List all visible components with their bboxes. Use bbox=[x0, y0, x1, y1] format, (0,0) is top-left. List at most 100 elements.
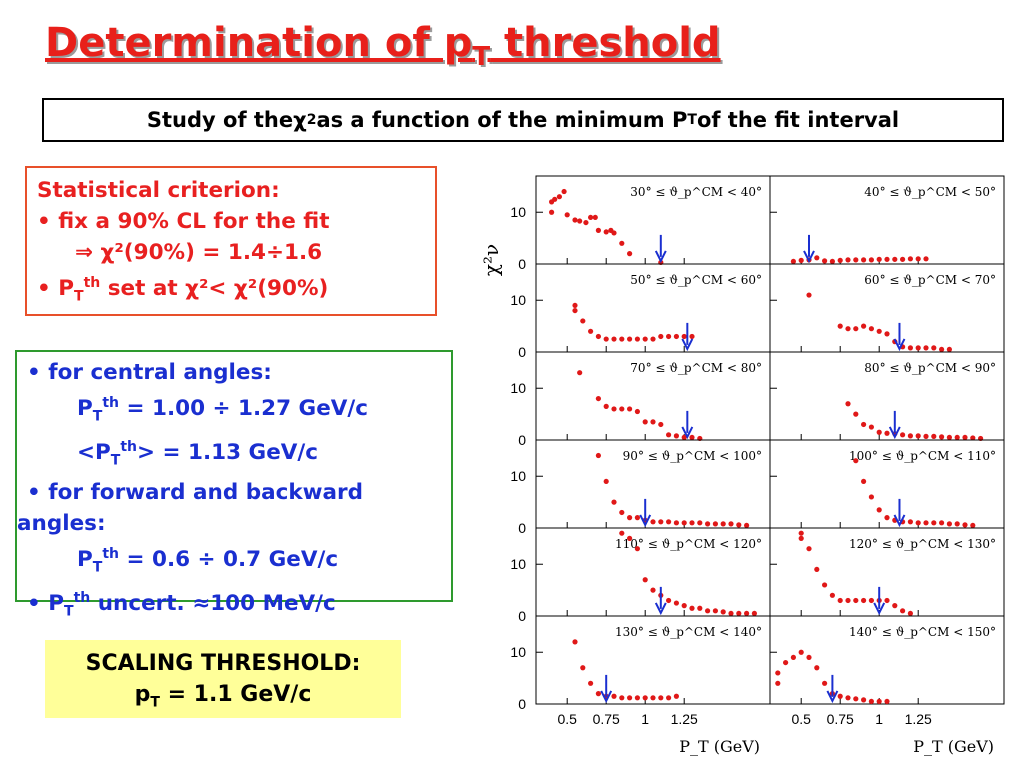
data-point bbox=[868, 257, 874, 263]
data-point bbox=[666, 432, 672, 438]
panel-label: 70° ≤ ϑ_p^CM < 80° bbox=[630, 361, 762, 375]
data-point bbox=[744, 522, 750, 529]
data-point bbox=[876, 507, 882, 513]
data-point bbox=[642, 336, 648, 342]
data-point bbox=[884, 430, 890, 436]
data-point bbox=[583, 219, 589, 226]
central-line-5: angles: bbox=[17, 510, 106, 536]
data-point bbox=[642, 695, 648, 701]
statistical-criterion-box: Statistical criterion: • fix a 90% CL fo… bbox=[25, 166, 437, 316]
threshold-arrow-head bbox=[681, 338, 694, 352]
data-point bbox=[627, 336, 633, 342]
data-point bbox=[712, 608, 718, 614]
data-point bbox=[595, 691, 601, 697]
data-point bbox=[658, 333, 664, 340]
x-tick-label: 0.5 bbox=[557, 711, 577, 727]
data-point bbox=[868, 597, 874, 604]
data-point bbox=[798, 535, 804, 541]
data-point bbox=[650, 587, 656, 593]
data-point bbox=[595, 333, 601, 340]
threshold-arrow-head bbox=[888, 426, 901, 440]
data-point bbox=[837, 257, 843, 263]
x-tick-label: 0.75 bbox=[593, 711, 620, 727]
data-point bbox=[790, 258, 796, 265]
data-point bbox=[673, 520, 679, 526]
data-point bbox=[806, 292, 812, 298]
data-point bbox=[689, 520, 695, 526]
data-point bbox=[588, 680, 594, 686]
data-point bbox=[666, 695, 672, 701]
scaling-line-2: pT = 1.1 GeV/c bbox=[134, 682, 312, 711]
data-point bbox=[592, 214, 598, 221]
data-point bbox=[970, 435, 976, 441]
data-point bbox=[837, 323, 843, 329]
x-tick-label: 0.5 bbox=[791, 711, 811, 727]
data-point bbox=[915, 345, 921, 351]
threshold-arrow-head bbox=[873, 602, 886, 616]
data-point bbox=[666, 333, 672, 340]
data-point bbox=[650, 519, 656, 525]
data-point bbox=[658, 421, 664, 428]
threshold-arrow-head bbox=[893, 338, 906, 352]
y-tick-label: 0 bbox=[518, 696, 526, 712]
data-point bbox=[845, 326, 851, 332]
data-point bbox=[868, 424, 874, 430]
stat-heading: Statistical criterion: bbox=[37, 178, 280, 203]
threshold-arrow-head bbox=[893, 514, 906, 528]
data-point bbox=[603, 336, 609, 342]
threshold-arrow-head bbox=[826, 690, 839, 704]
data-point bbox=[931, 345, 937, 351]
x-tick-label: 1.25 bbox=[671, 711, 698, 727]
x-axis-label: P_T (GeV) bbox=[679, 737, 760, 756]
data-point bbox=[705, 608, 711, 614]
data-point bbox=[845, 401, 851, 407]
data-point bbox=[673, 333, 679, 340]
data-point bbox=[588, 214, 594, 221]
data-point bbox=[907, 519, 913, 525]
data-point bbox=[595, 395, 601, 402]
data-point bbox=[775, 670, 781, 676]
panel-label: 30° ≤ ϑ_p^CM < 40° bbox=[630, 185, 762, 199]
data-point bbox=[837, 693, 843, 699]
data-point bbox=[697, 520, 703, 526]
data-point bbox=[915, 256, 921, 262]
scaling-line-1: SCALING THRESHOLD: bbox=[85, 651, 361, 676]
panel-label: 120° ≤ ϑ_p^CM < 130° bbox=[849, 537, 996, 551]
data-point bbox=[798, 530, 804, 536]
data-point bbox=[892, 256, 898, 262]
data-point bbox=[673, 600, 679, 606]
y-tick-label: 0 bbox=[518, 344, 526, 360]
central-line-4: • for forward and backward bbox=[27, 479, 364, 505]
data-point bbox=[829, 592, 835, 598]
data-point bbox=[837, 597, 843, 604]
central-angles-box: • for central angles: PTth = 1.00 ÷ 1.27… bbox=[15, 350, 453, 620]
data-point bbox=[689, 605, 695, 611]
data-point bbox=[892, 603, 898, 609]
data-point bbox=[962, 522, 968, 528]
data-point bbox=[619, 406, 625, 412]
panel-label: 110° ≤ ϑ_p^CM < 120° bbox=[615, 537, 762, 551]
data-point bbox=[775, 680, 781, 686]
panel-label: 90° ≤ ϑ_p^CM < 100° bbox=[623, 449, 762, 463]
data-point bbox=[642, 577, 648, 583]
data-point bbox=[603, 229, 609, 235]
data-point bbox=[970, 522, 976, 529]
data-point bbox=[868, 326, 874, 332]
y-tick-label: 10 bbox=[510, 204, 526, 220]
data-point bbox=[853, 597, 859, 604]
data-point bbox=[853, 326, 859, 332]
data-point bbox=[900, 256, 906, 262]
panel-label: 50° ≤ ϑ_p^CM < 60° bbox=[630, 273, 762, 287]
data-point bbox=[954, 434, 960, 441]
data-point bbox=[689, 434, 695, 441]
data-point bbox=[798, 257, 804, 263]
data-point bbox=[572, 639, 578, 645]
data-point bbox=[572, 307, 578, 314]
panel-label: 140° ≤ ϑ_p^CM < 150° bbox=[849, 625, 996, 639]
data-point bbox=[650, 419, 656, 425]
data-point bbox=[907, 345, 913, 351]
data-point bbox=[720, 521, 726, 527]
data-point bbox=[595, 452, 601, 459]
data-point bbox=[627, 535, 633, 541]
